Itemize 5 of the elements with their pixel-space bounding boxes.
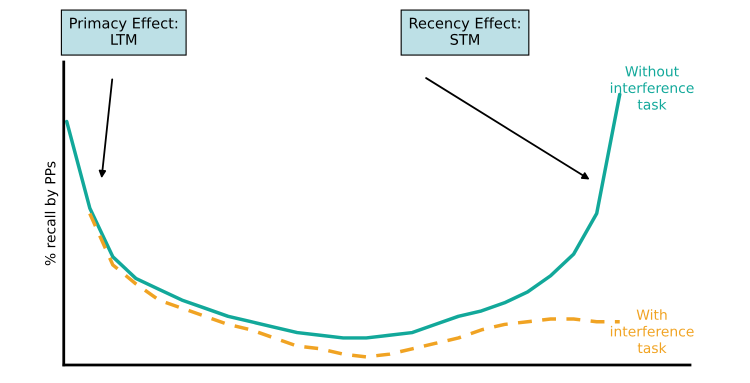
y-axis-title: % recall by PPs: [44, 162, 58, 266]
text: Recency Effect: STM: [410, 17, 520, 45]
text: Primacy Effect: LTM: [70, 17, 178, 45]
series-label: Without interference task: [610, 66, 694, 110]
series-label: With interference task: [610, 309, 694, 354]
